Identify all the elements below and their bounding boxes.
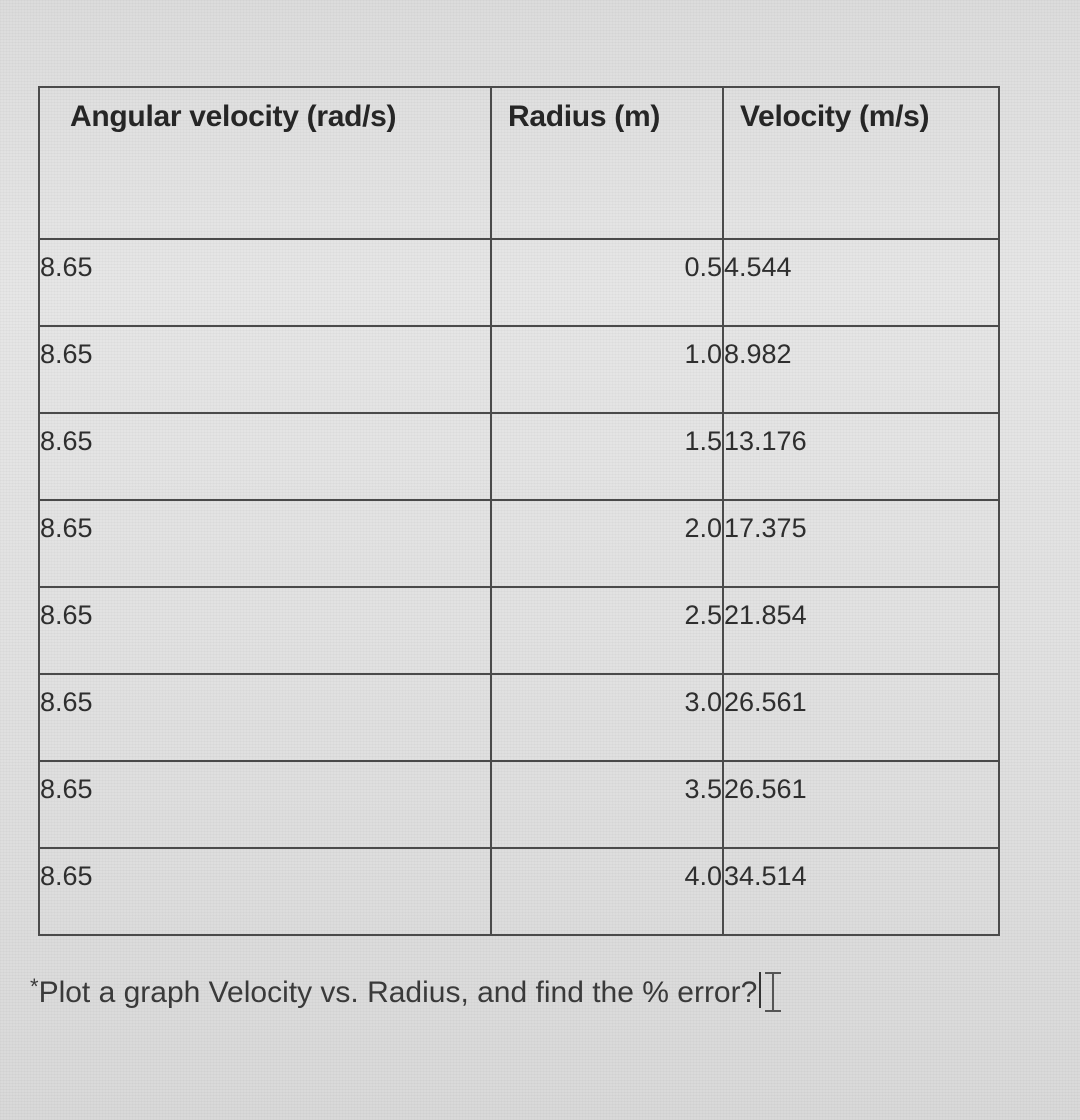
angular-velocity-cell[interactable]: 8.65	[38, 586, 492, 675]
table-header-row: Angular velocity (rad/s) Radius (m) Velo…	[38, 86, 1000, 240]
table-row: 8.65 1.0 8.982	[38, 325, 1000, 414]
header-radius: Radius (m)	[490, 86, 724, 240]
question-text: Plot a graph Velocity vs. Radius, and fi…	[38, 976, 758, 1009]
angular-velocity-cell[interactable]: 8.65	[38, 673, 492, 762]
angular-velocity-cell[interactable]: 8.65	[38, 325, 492, 414]
table-row: 8.65 2.5 21.854	[38, 586, 1000, 675]
header-velocity: Velocity (m/s)	[722, 86, 1000, 240]
radius-cell[interactable]: 3.0	[490, 673, 724, 762]
velocity-cell[interactable]: 8.982	[722, 325, 1000, 414]
angular-velocity-cell[interactable]: 8.65	[38, 412, 492, 501]
angular-velocity-cell[interactable]: 8.65	[38, 760, 492, 849]
velocity-cell[interactable]: 13.176	[722, 412, 1000, 501]
table-row: 8.65 4.0 34.514	[38, 847, 1000, 936]
radius-cell[interactable]: 3.5	[490, 760, 724, 849]
angular-velocity-cell[interactable]: 8.65	[38, 238, 492, 327]
question-text-line[interactable]: *Plot a graph Velocity vs. Radius, and f…	[30, 972, 782, 1012]
data-table: Angular velocity (rad/s) Radius (m) Velo…	[38, 86, 1000, 936]
radius-cell[interactable]: 0.5	[490, 238, 724, 327]
radius-cell[interactable]: 2.5	[490, 586, 724, 675]
table-row: 8.65 3.0 26.561	[38, 673, 1000, 762]
table-row: 8.65 2.0 17.375	[38, 499, 1000, 588]
radius-cell[interactable]: 1.5	[490, 412, 724, 501]
ibeam-cursor-icon	[765, 972, 782, 1012]
velocity-cell[interactable]: 34.514	[722, 847, 1000, 936]
velocity-cell[interactable]: 26.561	[722, 760, 1000, 849]
table-row: 8.65 0.5 4.544	[38, 238, 1000, 327]
velocity-cell[interactable]: 4.544	[722, 238, 1000, 327]
radius-cell[interactable]: 1.0	[490, 325, 724, 414]
angular-velocity-cell[interactable]: 8.65	[38, 499, 492, 588]
velocity-cell[interactable]: 17.375	[722, 499, 1000, 588]
velocity-cell[interactable]: 21.854	[722, 586, 1000, 675]
asterisk-mark: *	[30, 974, 39, 999]
angular-velocity-cell[interactable]: 8.65	[38, 847, 492, 936]
velocity-cell[interactable]: 26.561	[722, 673, 1000, 762]
radius-cell[interactable]: 2.0	[490, 499, 724, 588]
table-row: 8.65 1.5 13.176	[38, 412, 1000, 501]
radius-cell[interactable]: 4.0	[490, 847, 724, 936]
header-angular-velocity: Angular velocity (rad/s)	[38, 86, 492, 240]
table-row: 8.65 3.5 26.561	[38, 760, 1000, 849]
text-caret	[759, 972, 762, 1008]
